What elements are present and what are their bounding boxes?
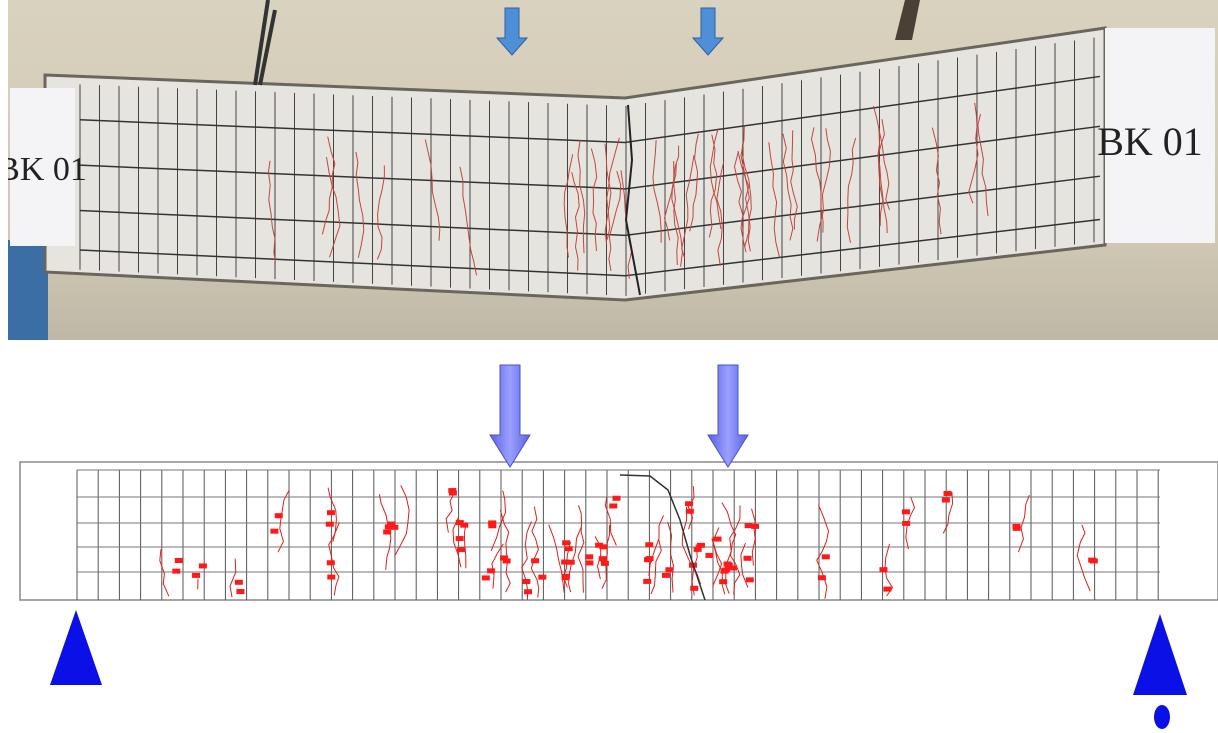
crack-tag	[522, 579, 530, 584]
crack-tag	[326, 522, 334, 527]
crack-tag	[562, 540, 570, 545]
crack-tag	[456, 536, 464, 541]
pin-support	[50, 610, 102, 685]
crack-tag	[538, 575, 546, 580]
crack-tag	[662, 573, 670, 578]
crack-tag	[1013, 526, 1021, 531]
crack-tag	[744, 556, 752, 561]
crack-tag	[944, 491, 952, 496]
crack-tag	[235, 580, 243, 585]
crack-tag	[724, 561, 732, 566]
crack-tag	[705, 553, 713, 558]
crack-tag	[531, 558, 539, 563]
crack-tag	[199, 563, 207, 568]
crack-tag	[524, 589, 532, 594]
crack-tag	[644, 557, 652, 562]
crack-tag	[327, 575, 335, 580]
crack-tag	[236, 589, 244, 594]
crack-tag	[746, 577, 754, 582]
roller	[1154, 705, 1170, 729]
crack-tag	[488, 520, 496, 525]
crack-tag	[460, 523, 468, 528]
crack-tag	[601, 561, 609, 566]
crack-tag	[818, 575, 826, 580]
crack-tag	[697, 543, 705, 548]
crack-tag	[714, 537, 722, 542]
crack-tag	[172, 569, 180, 574]
crack-tag	[275, 513, 283, 518]
crack-tag	[722, 568, 730, 573]
crack-tag	[690, 586, 698, 591]
crack-tag	[686, 509, 694, 514]
crack-tag	[643, 579, 651, 584]
crack-tag	[487, 568, 495, 573]
crack-tag	[609, 503, 617, 508]
crack-tag	[879, 567, 887, 572]
crack-tag	[500, 555, 508, 560]
crack-tag	[1088, 558, 1096, 563]
crack-diagram	[20, 365, 1218, 729]
crack-tag	[562, 575, 570, 580]
crack-tag	[822, 554, 830, 559]
crack-tag	[645, 542, 653, 547]
crack-tag	[751, 524, 759, 529]
crack-tag	[567, 560, 575, 565]
beam-outline	[20, 462, 1218, 600]
specimen-label: BK 01	[0, 151, 87, 188]
crack-tag	[175, 558, 183, 563]
crack-tag	[585, 560, 593, 565]
crack-tag	[665, 567, 673, 572]
crack-tag	[585, 554, 593, 559]
crack-tag	[327, 510, 335, 515]
wall-edge	[8, 240, 48, 340]
crack-tag	[270, 529, 278, 534]
crack-tag	[565, 546, 573, 551]
crack-tag	[942, 498, 950, 503]
crack-tag	[383, 530, 391, 535]
crack-tag	[902, 521, 910, 526]
load-arrow	[708, 365, 748, 467]
beam-photo: BK 01 BK 01	[0, 0, 1218, 340]
crack-tag	[883, 587, 891, 592]
roller-support	[1133, 614, 1187, 695]
crack-tag	[449, 491, 457, 496]
figure: BK 01 BK 01	[0, 0, 1218, 733]
crack-tag	[482, 575, 490, 580]
load-arrow	[490, 365, 530, 467]
crack-tag	[685, 501, 693, 506]
crack-tag	[457, 547, 465, 552]
crack-tag	[387, 522, 395, 527]
crack-tag	[902, 509, 910, 514]
crack-tag	[327, 560, 335, 565]
crack-tag	[599, 544, 607, 549]
crack-tag	[613, 496, 621, 501]
crack-tag	[192, 573, 200, 578]
specimen-label: BK 01	[1097, 119, 1203, 164]
crack-tag	[599, 556, 607, 561]
